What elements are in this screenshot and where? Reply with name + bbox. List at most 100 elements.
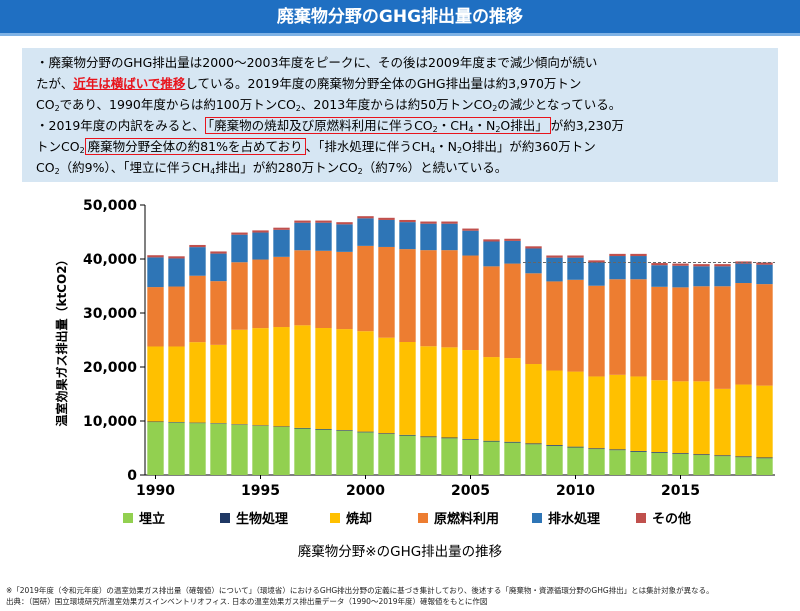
bar-segment <box>441 347 458 438</box>
x-tick-label: 1995 <box>241 483 280 499</box>
bar-segment <box>546 445 563 475</box>
bar-segment <box>357 218 374 246</box>
summary-line-6: CO2（約9%）、「埋立に伴うCH4排出」が約280万トンCO2（約7%）と続い… <box>36 160 508 176</box>
bar-segment <box>420 223 437 251</box>
bar-segment <box>231 262 248 330</box>
bar-segment <box>336 430 353 431</box>
bar-segment <box>651 263 668 266</box>
summary-line-1: ・廃棄物分野のGHG排出量は2000～2003年度をピークに、その後は2009年… <box>36 55 598 70</box>
bar-segment <box>735 283 752 385</box>
bar-segment <box>210 423 227 424</box>
bar-segment <box>504 441 521 443</box>
bar-segment <box>567 279 584 372</box>
bar-segment <box>399 341 416 435</box>
bar-segment <box>336 224 353 252</box>
bar-segment <box>462 228 479 231</box>
bar-segment <box>252 232 269 260</box>
bar-segment <box>294 428 311 475</box>
bar-segment <box>420 346 437 437</box>
bar-segment <box>231 424 248 475</box>
bar-segment <box>168 346 185 423</box>
bar-segment <box>756 284 773 386</box>
legend-item: その他 <box>636 508 691 527</box>
bar-segment <box>672 263 689 266</box>
bar-segment <box>147 255 164 258</box>
stacked-bar-chart: 0 10,000 20,000 30,000 40,000 50,000 温室効果ガス排出量… <box>54 198 775 499</box>
bar-segment <box>693 264 710 267</box>
bar-segment <box>441 223 458 251</box>
bar-segment <box>546 370 563 446</box>
bar-segment <box>462 439 479 440</box>
bar-segment <box>756 264 773 285</box>
footnotes: ※「2019年度（令和元年度）の温室効果ガス排出量（確報値）について」（環境省）… <box>6 585 796 607</box>
bar-segment <box>441 221 458 224</box>
bar-segment <box>294 222 311 251</box>
x-tick-label: 2005 <box>451 483 490 499</box>
bar-segment <box>273 229 290 257</box>
bar-segment <box>609 374 626 450</box>
bar-segment <box>462 255 479 351</box>
bar-segment <box>252 425 269 475</box>
bar-segment <box>210 281 227 345</box>
bar-segment <box>378 219 395 247</box>
legend-label: その他 <box>652 512 692 527</box>
bar-segment <box>588 449 605 475</box>
bar-segment <box>189 275 206 343</box>
bar-segment <box>714 455 731 457</box>
bar-segment <box>168 286 185 347</box>
bar-segment <box>672 453 689 454</box>
bar-segment <box>378 246 395 338</box>
bar-segment <box>609 449 626 451</box>
bar-segment <box>630 450 647 452</box>
legend-item: 焼却 <box>330 508 372 527</box>
bar-segment <box>336 222 353 225</box>
bar-segment <box>399 222 416 250</box>
bar-segment <box>210 423 227 475</box>
bar-segment <box>273 426 290 475</box>
bar-segment <box>147 422 164 475</box>
legend-swatch <box>636 512 646 523</box>
legend-label: 焼却 <box>346 512 373 527</box>
bar-segment <box>735 457 752 475</box>
bar-segment <box>357 331 374 432</box>
legend-item: 原燃料利用 <box>418 508 499 527</box>
bar-segment <box>504 240 521 264</box>
legend-swatch <box>330 512 340 523</box>
bar-segment <box>420 437 437 475</box>
chart-legend: 埋立 生物処理 焼却 原燃料利用 排水処理 その他 <box>0 508 800 530</box>
y-tick-label: 0 <box>127 468 137 484</box>
bar-segment <box>147 257 164 288</box>
bar-segment <box>735 384 752 457</box>
summary-box: ・廃棄物分野のGHG排出量は2000～2003年度をピークに、その後は2009年… <box>22 48 778 182</box>
bar-segment <box>357 216 374 219</box>
bar-segment <box>567 446 584 448</box>
x-tick-label: 2000 <box>346 483 385 499</box>
bar-segment <box>693 455 710 475</box>
bar-segment <box>168 422 185 423</box>
bar-segment <box>714 264 731 267</box>
bar-segment <box>525 444 542 475</box>
legend-label: 原燃料利用 <box>434 512 500 527</box>
bar-segment <box>315 220 332 223</box>
bar-segment <box>462 230 479 256</box>
summary-line-3: CO2であり、1990年度からは約100万トンCO2、2013年度からは約50万… <box>36 97 622 113</box>
bar-segment <box>588 260 605 263</box>
bar-segment <box>315 328 332 429</box>
bar-segment <box>735 456 752 458</box>
bar-segment <box>483 239 500 242</box>
summary-line-2: たが、近年は横ばいで推移している。2019年度の廃棄物分野全体のGHG排出量は約… <box>36 76 582 91</box>
bar-segment <box>462 439 479 475</box>
bar-segment <box>315 222 332 251</box>
bar-segment <box>168 422 185 475</box>
bar-segment <box>672 265 689 288</box>
bar-segment <box>420 221 437 224</box>
legend-swatch <box>220 512 230 523</box>
bar-segment <box>273 256 290 328</box>
bar-segment <box>210 251 227 254</box>
bar-segment <box>441 438 458 475</box>
bar-segment <box>714 286 731 389</box>
y-tick-label: 30,000 <box>83 306 137 322</box>
bar-segment <box>756 262 773 265</box>
bar-segment <box>609 253 626 257</box>
bar-segment <box>189 422 206 424</box>
